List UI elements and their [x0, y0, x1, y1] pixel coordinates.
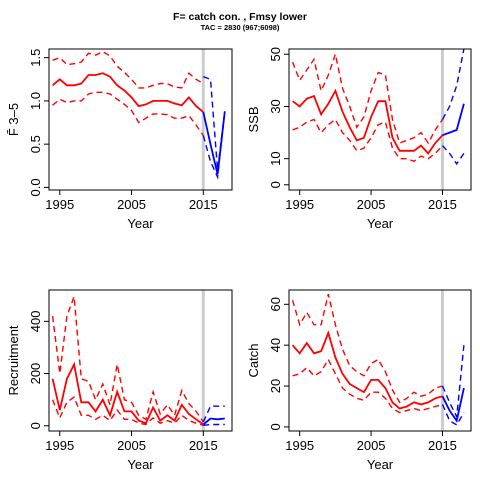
y-tick-label: 20: [268, 379, 283, 393]
y-tick-label: 10: [268, 151, 283, 165]
x-tick-label: 1995: [285, 438, 314, 453]
plot-frame: [48, 48, 233, 191]
y-tick-label: 1.0: [28, 92, 43, 110]
historical-median-line: [291, 330, 443, 410]
historical-lower-line: [52, 91, 204, 136]
plot-frame: [48, 289, 233, 432]
panel-3: 1995 2005 2015 0 200 400 Year Recruitment: [6, 289, 233, 472]
x-tick-label: 2015: [428, 197, 457, 212]
panel-4: 1995 2005 2015 0 20 40 60 Year Catch: [246, 289, 472, 472]
historical-upper-line: [291, 293, 443, 404]
y-tick-label: 60: [268, 297, 283, 311]
x-axis-label: Year: [367, 216, 394, 231]
plot-frame: [288, 48, 472, 191]
historical-median-line: [51, 361, 204, 426]
figure-subtitle: TAC = 2830 (967;6098): [201, 23, 280, 32]
y-axis-label: Catch: [246, 344, 261, 378]
forecast-upper-line: [441, 48, 465, 120]
y-tick-label: 0: [268, 181, 283, 188]
forecast-lower-line: [441, 145, 465, 166]
historical-median-line: [292, 88, 444, 155]
x-axis-label: Year: [367, 457, 394, 472]
x-tick-label: 1995: [285, 197, 314, 212]
x-tick-label: 2015: [189, 438, 218, 453]
y-tick-label: 200: [28, 363, 43, 385]
x-tick-label: 2015: [189, 197, 218, 212]
forecast-median-line: [442, 103, 465, 137]
x-axis-label: Year: [127, 216, 154, 231]
x-axis-label: Year: [127, 457, 154, 472]
forecast-lower-line: [203, 423, 225, 426]
x-tick-label: 2015: [428, 438, 457, 453]
historical-lower-line: [292, 118, 444, 163]
y-tick-label: 0.0: [28, 178, 43, 196]
forecast-upper-line: [203, 76, 226, 171]
y-tick-label: 0: [28, 422, 43, 429]
forecast-upper-line: [202, 405, 225, 423]
plot-frame: [288, 289, 472, 432]
x-tick-label: 2005: [357, 197, 386, 212]
y-axis-label: Recruitment: [6, 325, 21, 395]
x-tick-label: 1995: [45, 197, 74, 212]
forecast-median-line: [202, 111, 226, 175]
y-tick-label: 0: [268, 423, 283, 430]
x-tick-label: 2005: [117, 438, 146, 453]
historical-upper-line: [291, 51, 444, 145]
x-tick-label: 2005: [117, 197, 146, 212]
x-tick-label: 1995: [45, 438, 74, 453]
y-axis-label: SSB: [246, 106, 261, 132]
x-tick-label: 2005: [357, 438, 386, 453]
forecast-lower-line: [202, 111, 226, 180]
forecast-median-line: [441, 387, 465, 424]
panel-1: 1995 2005 2015 0.0 0.5 1.0 1.5 Year F̄ 3–5: [6, 48, 233, 231]
y-tick-label: 1.5: [28, 49, 43, 67]
y-tick-label: 400: [28, 310, 43, 332]
historical-lower-line: [292, 358, 443, 414]
y-tick-label: 30: [268, 99, 283, 113]
forecast-lower-line: [441, 404, 465, 426]
forecast-median-line: [202, 417, 225, 426]
historical-upper-line: [51, 296, 204, 423]
forecast-upper-line: [441, 345, 465, 420]
panels: 1995 2005 2015 0.0 0.5 1.0 1.5 Year F̄ 3–5 1995 20…: [6, 47, 472, 472]
y-axis-label: F̄ 3–5: [6, 103, 21, 136]
historical-median-line: [52, 72, 204, 113]
y-tick-label: 0.5: [28, 135, 43, 153]
figure-title: F= catch con. , Fmsy lower: [173, 11, 307, 23]
y-tick-label: 40: [268, 338, 283, 352]
panel-2: 1995 2005 2015 0 10 30 50 Year SSB: [246, 47, 472, 231]
historical-lower-line: [51, 396, 204, 426]
historical-upper-line: [52, 50, 204, 89]
y-tick-label: 50: [268, 47, 283, 61]
